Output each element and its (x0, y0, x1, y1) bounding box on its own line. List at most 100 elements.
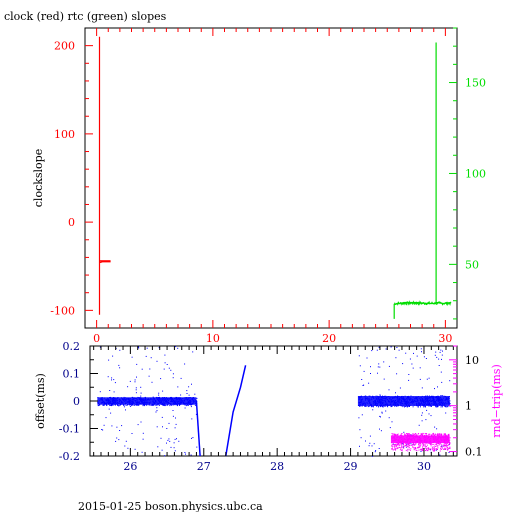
bottom-point (381, 411, 383, 413)
bottom-point (410, 448, 412, 450)
footer-caption: 2015-01-25 boson.physics.ubc.ca (78, 500, 263, 512)
bottom-point (447, 449, 449, 451)
bottom-point (162, 404, 164, 406)
bottom-point (412, 443, 414, 445)
bottom-point (440, 371, 442, 373)
bottom-point (426, 448, 427, 450)
bottom-point (435, 351, 437, 353)
bottom-point (185, 405, 187, 407)
bottom-point (434, 433, 436, 435)
bottom-point (391, 421, 393, 423)
bottom-point (413, 443, 415, 445)
bottom-point (415, 434, 417, 436)
top-chart-title: clock (red) rtc (green) slopes (4, 10, 167, 23)
bottom-point (125, 440, 127, 442)
bottom-point (112, 404, 114, 406)
bottom-point (437, 442, 439, 444)
bottom-point (409, 442, 410, 444)
bottom-point (425, 433, 427, 435)
bottom-point (422, 432, 424, 434)
bottom-point (418, 449, 420, 451)
bottom-point (413, 447, 415, 448)
bottom-point (190, 406, 192, 408)
bottom-point (119, 367, 121, 369)
bottom-point (418, 406, 419, 408)
bottom-point (401, 446, 403, 448)
bottom-point (140, 392, 142, 394)
bottom-point (155, 411, 157, 413)
bottom-point (184, 404, 186, 406)
bottom-point (191, 418, 193, 420)
bottom-point (424, 444, 426, 446)
bottom-point (448, 433, 450, 435)
bottom-point (440, 395, 442, 396)
bottom-point (380, 416, 381, 418)
bottom-point (124, 445, 126, 447)
bottom-point (394, 433, 396, 435)
bottom-point (408, 446, 410, 448)
bottom-point (108, 408, 110, 410)
bottom-point (439, 454, 441, 456)
bottom-point (360, 405, 362, 407)
bottom-point (372, 455, 373, 457)
bottom-point (441, 406, 443, 408)
bottom-point (414, 444, 416, 446)
top-y-tick-label: -100 (50, 304, 75, 317)
bottom-point (141, 451, 143, 453)
bottom-point (164, 362, 166, 364)
bottom-point (400, 434, 402, 436)
bottom-point (407, 445, 409, 447)
bottom-series-3 (357, 346, 451, 457)
bottom-point (449, 405, 451, 407)
bottom-point (419, 446, 421, 448)
bottom-point (419, 442, 421, 444)
bottom-point (441, 444, 443, 446)
bottom-point (431, 446, 433, 448)
bottom-point (363, 370, 365, 372)
bottom-point (410, 434, 412, 436)
bottom-point (445, 412, 447, 414)
bottom-point (162, 390, 164, 392)
bottom-point (388, 365, 390, 367)
bottom-point (152, 396, 154, 398)
bottom-point (136, 404, 138, 406)
bottom-point (365, 440, 366, 442)
bottom-point (420, 450, 422, 452)
bottom-point (421, 412, 423, 414)
bottom-point (420, 406, 421, 408)
bottom-point (431, 434, 433, 436)
bottom-point (379, 415, 381, 417)
bottom-point (436, 406, 438, 408)
bottom-point (396, 443, 398, 445)
bottom-point (448, 444, 450, 446)
bottom-point (164, 405, 166, 407)
bottom-point (442, 448, 444, 450)
top-y-tick-label: 100 (54, 128, 75, 141)
bottom-point (449, 442, 451, 444)
bottom-point (160, 437, 162, 439)
bottom-point (97, 405, 99, 407)
bottom-point (444, 448, 446, 450)
bottom-point (175, 417, 176, 419)
bottom-point (439, 434, 441, 436)
bottom-point (444, 433, 446, 435)
bottom-point (364, 405, 366, 407)
bottom-point (99, 346, 101, 348)
bottom-point (398, 444, 400, 445)
bottom-point (393, 445, 395, 447)
bottom-point (390, 405, 392, 407)
bottom-point (137, 424, 139, 426)
bottom-point (117, 404, 118, 406)
bottom-point (433, 449, 435, 451)
bottom-point (395, 445, 397, 447)
bottom-point (446, 447, 448, 449)
bottom-point (420, 449, 422, 451)
bottom-point (426, 433, 428, 435)
bottom-point (392, 433, 394, 435)
bottom-x-tick-label: 29 (344, 460, 358, 473)
bottom-point (402, 446, 404, 448)
bottom-point (126, 405, 128, 406)
bottom-point (419, 378, 421, 380)
bottom-point (424, 406, 426, 408)
bottom-chart: 26 27 28 29 30 -0.2 -0.1 0 0.1 0.2 0.1 1 10 offset… (34, 340, 503, 473)
